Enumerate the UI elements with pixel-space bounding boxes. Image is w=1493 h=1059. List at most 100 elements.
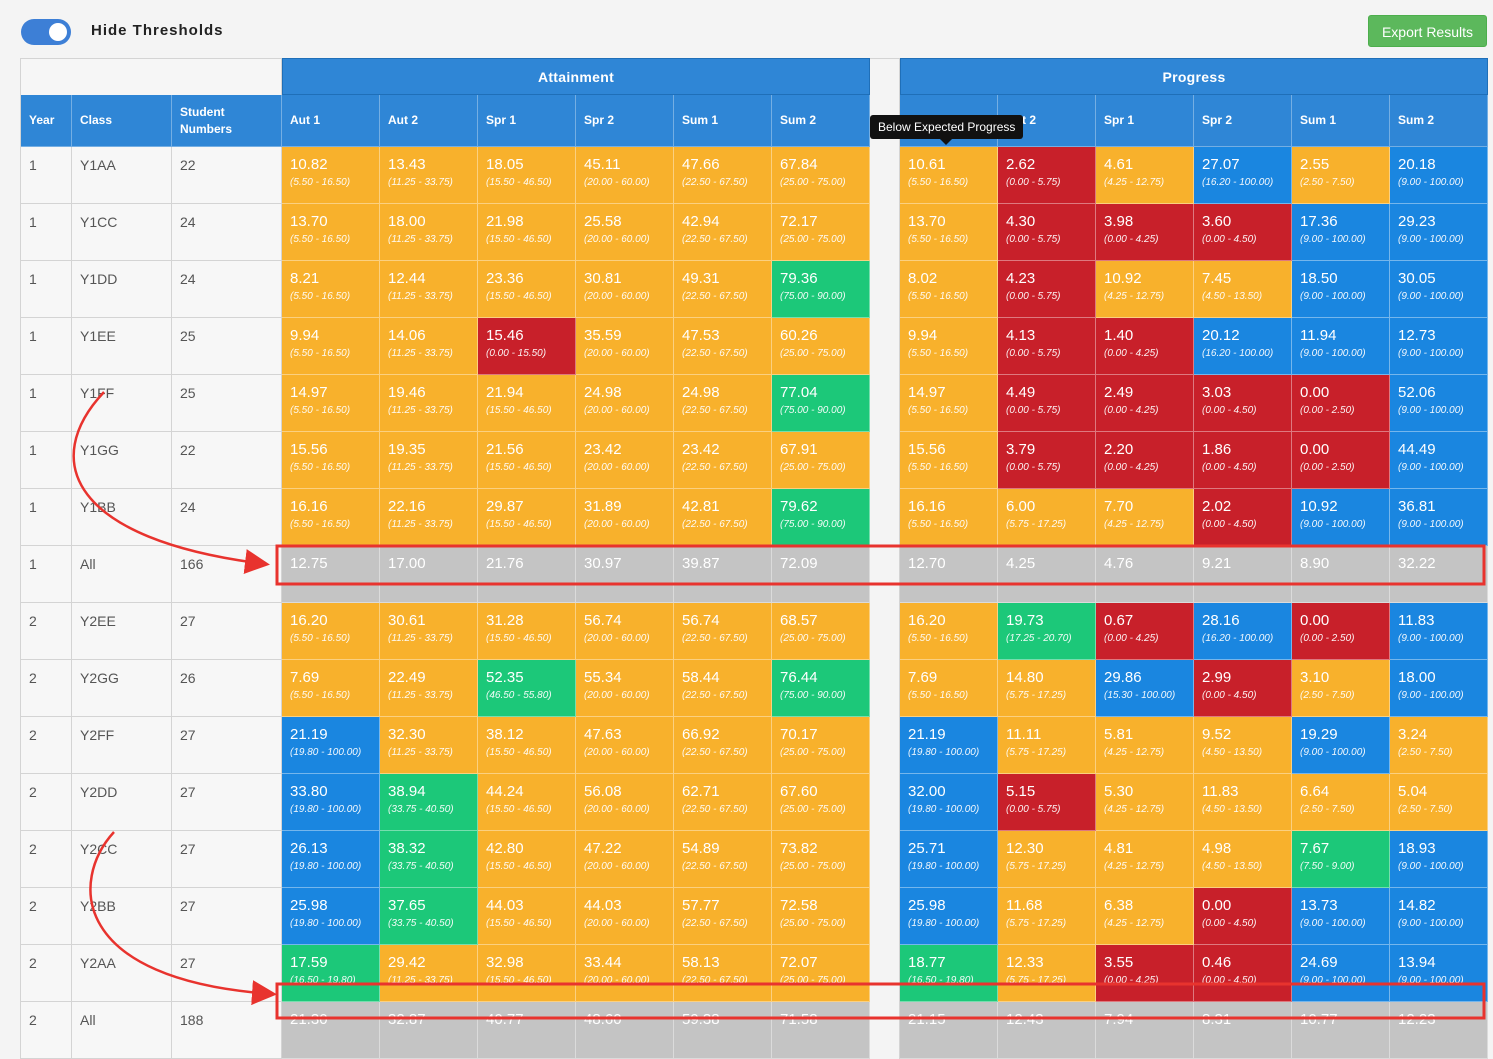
progress-cell[interactable]: 13.94 (9.00 - 100.00) — [1390, 945, 1488, 1002]
attainment-cell[interactable]: 24.98 (22.50 - 67.50) — [674, 375, 772, 432]
progress-cell[interactable]: 13.73 (9.00 - 100.00) — [1292, 888, 1390, 945]
progress-cell[interactable]: 1.86 (0.00 - 4.50) — [1194, 432, 1292, 489]
attainment-cell[interactable]: 79.36 (75.00 - 90.00) — [772, 261, 870, 318]
progress-cell[interactable]: 4.98 (4.50 - 13.50) — [1194, 831, 1292, 888]
progress-cell[interactable]: 21.15 — [900, 1002, 998, 1059]
attainment-cell[interactable]: 31.28 (15.50 - 46.50) — [478, 603, 576, 660]
attainment-cell[interactable]: 56.08 (20.00 - 60.00) — [576, 774, 674, 831]
progress-cell[interactable]: 0.67 (0.00 - 4.25) — [1096, 603, 1194, 660]
attainment-cell[interactable]: 77.04 (75.00 - 90.00) — [772, 375, 870, 432]
progress-cell[interactable]: 17.36 (9.00 - 100.00) — [1292, 204, 1390, 261]
attainment-cell[interactable]: 72.07 (25.00 - 75.00) — [772, 945, 870, 1002]
progress-cell[interactable]: 0.00 (0.00 - 4.50) — [1194, 888, 1292, 945]
attainment-cell[interactable]: 14.06 (11.25 - 33.75) — [380, 318, 478, 375]
attainment-cell[interactable]: 45.11 (20.00 - 60.00) — [576, 147, 674, 204]
attainment-cell[interactable]: 52.35 (46.50 - 55.80) — [478, 660, 576, 717]
progress-cell[interactable]: 21.19 (19.80 - 100.00) — [900, 717, 998, 774]
progress-cell[interactable]: 20.12 (16.20 - 100.00) — [1194, 318, 1292, 375]
progress-cell[interactable]: 3.55 (0.00 - 4.25) — [1096, 945, 1194, 1002]
attainment-cell[interactable]: 21.98 (15.50 - 46.50) — [478, 204, 576, 261]
attainment-cell[interactable]: 56.74 (20.00 - 60.00) — [576, 603, 674, 660]
progress-cell[interactable]: 10.92 (9.00 - 100.00) — [1292, 489, 1390, 546]
attainment-cell[interactable]: 13.43 (11.25 - 33.75) — [380, 147, 478, 204]
progress-cell[interactable]: 18.77 (16.50 - 19.80) — [900, 945, 998, 1002]
progress-cell[interactable]: 0.00 (0.00 - 2.50) — [1292, 375, 1390, 432]
attainment-cell[interactable]: 33.80 (19.80 - 100.00) — [282, 774, 380, 831]
attainment-cell[interactable]: 32.87 — [380, 1002, 478, 1059]
progress-cell[interactable]: 32.22 — [1390, 546, 1488, 603]
progress-cell[interactable]: 10.77 — [1292, 1002, 1390, 1059]
attainment-cell[interactable]: 60.26 (25.00 - 75.00) — [772, 318, 870, 375]
attainment-cell[interactable]: 67.91 (25.00 - 75.00) — [772, 432, 870, 489]
attainment-cell[interactable]: 13.70 (5.50 - 16.50) — [282, 204, 380, 261]
progress-cell[interactable]: 27.07 (16.20 - 100.00) — [1194, 147, 1292, 204]
attainment-cell[interactable]: 26.13 (19.80 - 100.00) — [282, 831, 380, 888]
progress-cell[interactable]: 12.43 — [998, 1002, 1096, 1059]
attainment-cell[interactable]: 30.61 (11.25 - 33.75) — [380, 603, 478, 660]
attainment-cell[interactable]: 21.94 (15.50 - 46.50) — [478, 375, 576, 432]
progress-cell[interactable]: 12.33 (5.75 - 17.25) — [998, 945, 1096, 1002]
attainment-cell[interactable]: 66.92 (22.50 - 67.50) — [674, 717, 772, 774]
attainment-cell[interactable]: 30.81 (20.00 - 60.00) — [576, 261, 674, 318]
attainment-cell[interactable]: 40.77 — [478, 1002, 576, 1059]
progress-cell[interactable]: 8.02 (5.50 - 16.50) — [900, 261, 998, 318]
attainment-cell[interactable]: 47.63 (20.00 - 60.00) — [576, 717, 674, 774]
attainment-cell[interactable]: 24.98 (20.00 - 60.00) — [576, 375, 674, 432]
progress-cell[interactable]: 11.83 (4.50 - 13.50) — [1194, 774, 1292, 831]
attainment-cell[interactable]: 47.66 (22.50 - 67.50) — [674, 147, 772, 204]
progress-cell[interactable]: 25.98 (19.80 - 100.00) — [900, 888, 998, 945]
attainment-cell[interactable]: 71.58 — [772, 1002, 870, 1059]
progress-cell[interactable]: 0.46 (0.00 - 4.50) — [1194, 945, 1292, 1002]
progress-cell[interactable]: 4.23 (0.00 - 5.75) — [998, 261, 1096, 318]
progress-cell[interactable]: 20.18 (9.00 - 100.00) — [1390, 147, 1488, 204]
progress-cell[interactable]: 13.70 (5.50 - 16.50) — [900, 204, 998, 261]
progress-cell[interactable]: 4.61 (4.25 - 12.75) — [1096, 147, 1194, 204]
progress-cell[interactable]: 14.97 (5.50 - 16.50) — [900, 375, 998, 432]
attainment-cell[interactable]: 42.80 (15.50 - 46.50) — [478, 831, 576, 888]
progress-cell[interactable]: 7.67 (7.50 - 9.00) — [1292, 831, 1390, 888]
progress-cell[interactable]: 12.73 (9.00 - 100.00) — [1390, 318, 1488, 375]
attainment-cell[interactable]: 16.20 (5.50 - 16.50) — [282, 603, 380, 660]
progress-cell[interactable]: 2.02 (0.00 - 4.50) — [1194, 489, 1292, 546]
attainment-cell[interactable]: 59.38 — [674, 1002, 772, 1059]
attainment-cell[interactable]: 25.58 (20.00 - 60.00) — [576, 204, 674, 261]
progress-cell[interactable]: 19.73 (17.25 - 20.70) — [998, 603, 1096, 660]
progress-cell[interactable]: 8.90 — [1292, 546, 1390, 603]
progress-cell[interactable]: 3.60 (0.00 - 4.50) — [1194, 204, 1292, 261]
attainment-cell[interactable]: 68.57 (25.00 - 75.00) — [772, 603, 870, 660]
attainment-cell[interactable]: 23.42 (22.50 - 67.50) — [674, 432, 772, 489]
progress-cell[interactable]: 11.11 (5.75 - 17.25) — [998, 717, 1096, 774]
progress-cell[interactable]: 24.69 (9.00 - 100.00) — [1292, 945, 1390, 1002]
attainment-cell[interactable]: 31.89 (20.00 - 60.00) — [576, 489, 674, 546]
progress-cell[interactable]: 14.80 (5.75 - 17.25) — [998, 660, 1096, 717]
attainment-cell[interactable]: 22.49 (11.25 - 33.75) — [380, 660, 478, 717]
progress-cell[interactable]: 30.05 (9.00 - 100.00) — [1390, 261, 1488, 318]
progress-cell[interactable]: 4.49 (0.00 - 5.75) — [998, 375, 1096, 432]
progress-cell[interactable]: 28.16 (16.20 - 100.00) — [1194, 603, 1292, 660]
attainment-cell[interactable]: 38.32 (33.75 - 40.50) — [380, 831, 478, 888]
progress-cell[interactable]: 18.00 (9.00 - 100.00) — [1390, 660, 1488, 717]
attainment-cell[interactable]: 73.82 (25.00 - 75.00) — [772, 831, 870, 888]
progress-cell[interactable]: 10.92 (4.25 - 12.75) — [1096, 261, 1194, 318]
progress-cell[interactable]: 0.00 (0.00 - 2.50) — [1292, 432, 1390, 489]
attainment-cell[interactable]: 32.30 (11.25 - 33.75) — [380, 717, 478, 774]
progress-cell[interactable]: 6.38 (4.25 - 12.75) — [1096, 888, 1194, 945]
attainment-cell[interactable]: 56.74 (22.50 - 67.50) — [674, 603, 772, 660]
progress-cell[interactable]: 7.70 (4.25 - 12.75) — [1096, 489, 1194, 546]
progress-cell[interactable]: 12.70 — [900, 546, 998, 603]
attainment-cell[interactable]: 29.87 (15.50 - 46.50) — [478, 489, 576, 546]
attainment-cell[interactable]: 58.13 (22.50 - 67.50) — [674, 945, 772, 1002]
progress-cell[interactable]: 44.49 (9.00 - 100.00) — [1390, 432, 1488, 489]
progress-cell[interactable]: 5.04 (2.50 - 7.50) — [1390, 774, 1488, 831]
progress-cell[interactable]: 32.00 (19.80 - 100.00) — [900, 774, 998, 831]
progress-cell[interactable]: 18.50 (9.00 - 100.00) — [1292, 261, 1390, 318]
attainment-cell[interactable]: 29.42 (11.25 - 33.75) — [380, 945, 478, 1002]
attainment-cell[interactable]: 33.44 (20.00 - 60.00) — [576, 945, 674, 1002]
attainment-cell[interactable]: 17.59 (16.50 - 19.80) — [282, 945, 380, 1002]
progress-cell[interactable]: 2.62 (0.00 - 5.75) — [998, 147, 1096, 204]
attainment-cell[interactable]: 32.98 (15.50 - 46.50) — [478, 945, 576, 1002]
attainment-cell[interactable]: 15.56 (5.50 - 16.50) — [282, 432, 380, 489]
progress-cell[interactable]: 9.52 (4.50 - 13.50) — [1194, 717, 1292, 774]
progress-cell[interactable]: 11.94 (9.00 - 100.00) — [1292, 318, 1390, 375]
progress-cell[interactable]: 2.55 (2.50 - 7.50) — [1292, 147, 1390, 204]
